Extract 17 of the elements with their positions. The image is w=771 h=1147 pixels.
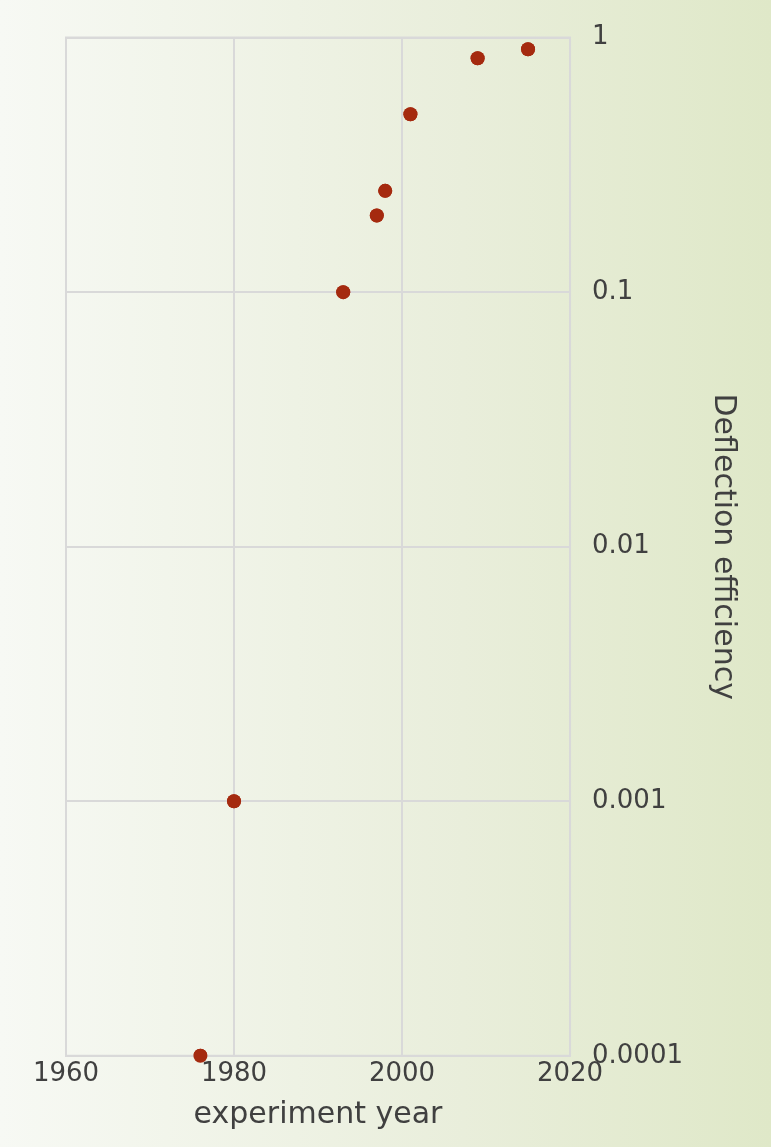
point <box>227 794 242 809</box>
x-tick-label: 1980 <box>200 1057 268 1088</box>
point <box>336 285 351 300</box>
point <box>470 51 485 66</box>
point <box>521 42 536 57</box>
x-tick-label: 1960 <box>32 1057 100 1088</box>
y-axis-title: Deflection efficiency <box>708 393 744 700</box>
x-tick-label: 2000 <box>368 1057 436 1088</box>
x-axis-title: experiment year <box>193 1094 444 1130</box>
y-tick-label: 0.01 <box>592 529 650 560</box>
point <box>193 1048 208 1063</box>
point <box>403 107 418 122</box>
y-tick-label: 0.1 <box>592 274 634 305</box>
point <box>378 183 393 198</box>
y-tick-label: 0.001 <box>592 784 667 814</box>
point <box>369 208 384 223</box>
y-tick-label: 1 <box>592 20 609 51</box>
